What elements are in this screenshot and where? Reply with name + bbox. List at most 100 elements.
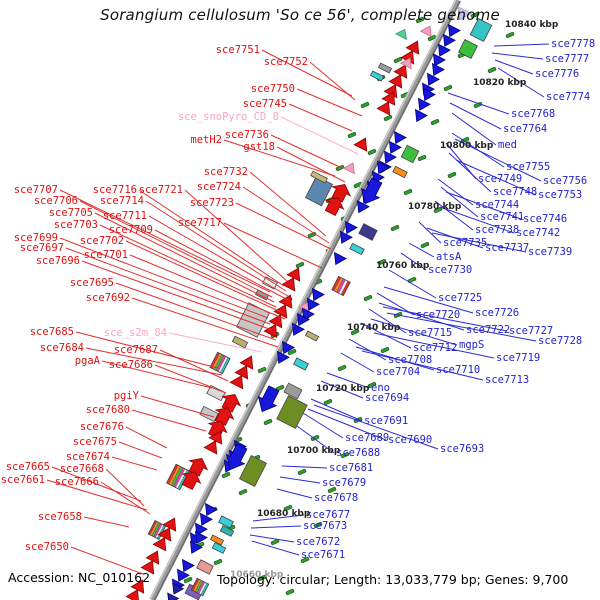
gene-arrow[interactable] bbox=[229, 373, 247, 390]
gene-arrow[interactable] bbox=[353, 200, 370, 216]
gene-label-sce7684[interactable]: sce7684 bbox=[39, 342, 84, 354]
gene-box[interactable] bbox=[310, 170, 328, 184]
gene-arrow[interactable] bbox=[399, 55, 416, 70]
gene-arrow[interactable] bbox=[281, 275, 299, 292]
gene-arrow[interactable] bbox=[380, 150, 397, 166]
gene-arrow[interactable] bbox=[385, 140, 402, 156]
gene-arrow[interactable] bbox=[196, 512, 213, 528]
gene-arrow[interactable] bbox=[298, 307, 315, 323]
gene-label-sce7764[interactable]: sce7764 bbox=[503, 123, 548, 135]
gene-label-sce7705[interactable]: sce7705 bbox=[48, 207, 93, 219]
gene-arrow[interactable] bbox=[173, 568, 190, 584]
gene-label-sce7751[interactable]: sce7751 bbox=[215, 44, 260, 56]
gene-arrow[interactable] bbox=[405, 38, 423, 55]
gene-box[interactable] bbox=[209, 534, 225, 546]
gene-label-sce7756[interactable]: sce7756 bbox=[543, 175, 588, 187]
gene-label-sce7687[interactable]: sce7687 bbox=[113, 344, 158, 356]
gene-box[interactable] bbox=[196, 559, 214, 575]
gene-label-sce7674[interactable]: sce7674 bbox=[65, 451, 110, 463]
gene-label-sce7665[interactable]: sce7665 bbox=[5, 461, 50, 473]
gene-label-sce7680[interactable]: sce7680 bbox=[85, 404, 130, 416]
gene-arrow[interactable] bbox=[444, 23, 461, 40]
gene-box[interactable] bbox=[218, 515, 234, 529]
gene-box[interactable] bbox=[304, 330, 320, 342]
gene-arrow[interactable] bbox=[411, 108, 428, 125]
gene-box[interactable] bbox=[392, 165, 408, 179]
gene-label-sce7714[interactable]: sce7714 bbox=[99, 195, 144, 207]
gene-arrow[interactable] bbox=[414, 97, 431, 113]
gene-label-sce7650[interactable]: sce7650 bbox=[24, 541, 69, 553]
gene-label-sce7689[interactable]: sce7689 bbox=[345, 432, 390, 444]
gene-arrow[interactable] bbox=[145, 548, 163, 565]
gene-arrow[interactable] bbox=[373, 160, 390, 177]
gene-label-sce7721[interactable]: sce7721 bbox=[138, 184, 183, 196]
gene-box-multicolor[interactable] bbox=[331, 275, 351, 297]
gene-label-sce7748[interactable]: sce7748 bbox=[493, 186, 538, 198]
gene-arrow[interactable] bbox=[221, 442, 251, 474]
gene-label-pgaA[interactable]: pgaA bbox=[74, 355, 100, 367]
gene-box-multicolor[interactable] bbox=[166, 463, 190, 491]
gene-label-sce7688[interactable]: sce7688 bbox=[336, 447, 381, 459]
gene-arrow[interactable] bbox=[288, 322, 305, 338]
gene-label-sce7719[interactable]: sce7719 bbox=[496, 352, 541, 364]
gene-label-sce7732[interactable]: sce7732 bbox=[203, 166, 248, 178]
gene-box[interactable] bbox=[238, 455, 268, 487]
gene-box[interactable] bbox=[458, 39, 478, 59]
gene-label-sce7702[interactable]: sce7702 bbox=[79, 235, 124, 247]
gene-label-sce7668[interactable]: sce7668 bbox=[59, 463, 104, 475]
gene-label-pgiY[interactable]: pgiY bbox=[113, 390, 139, 402]
gene-arrow[interactable] bbox=[263, 321, 281, 339]
gene-label-sce7712[interactable]: sce7712 bbox=[413, 342, 458, 354]
gene-label-sce7658[interactable]: sce7658 bbox=[37, 511, 82, 523]
gene-box[interactable] bbox=[262, 276, 278, 290]
gene-label-sce7677[interactable]: sce7677 bbox=[306, 509, 351, 521]
gene-label-sce7736[interactable]: sce7736 bbox=[224, 129, 269, 141]
gene-arrow[interactable] bbox=[419, 23, 436, 38]
gene-arrow[interactable] bbox=[162, 515, 180, 532]
gene-arrow[interactable] bbox=[178, 558, 195, 575]
gene-arrow[interactable] bbox=[423, 72, 440, 88]
gene-label-sce7730[interactable]: sce7730 bbox=[428, 264, 473, 276]
gene-label-sce_snoPyro_CD_8[interactable]: sce_snoPyro_CD_8 bbox=[177, 111, 279, 123]
gene-label-sce7696[interactable]: sce7696 bbox=[35, 255, 80, 267]
gene-arrow[interactable] bbox=[273, 350, 290, 366]
gene-label-sce7703[interactable]: sce7703 bbox=[53, 219, 98, 231]
gene-box[interactable] bbox=[219, 525, 235, 537]
gene-label-sce7727[interactable]: sce7727 bbox=[509, 325, 554, 337]
gene-arrow[interactable] bbox=[203, 438, 221, 455]
gene-box-multicolor[interactable] bbox=[190, 577, 210, 597]
gene-arrow[interactable] bbox=[429, 53, 446, 69]
gene-label-atsA[interactable]: atsA bbox=[436, 251, 462, 263]
gene-label-sce7693[interactable]: sce7693 bbox=[440, 443, 485, 455]
gene-arrow[interactable] bbox=[356, 176, 386, 208]
gene-label-sce7686[interactable]: sce7686 bbox=[108, 359, 153, 371]
gene-arrow[interactable] bbox=[394, 27, 410, 41]
gene-arrow[interactable] bbox=[286, 265, 304, 282]
gene-arrow[interactable] bbox=[342, 160, 359, 175]
gene-label-sce7739[interactable]: sce7739 bbox=[528, 246, 573, 258]
gene-label-sce7753[interactable]: sce7753 bbox=[538, 189, 583, 201]
gene-label-sce7661[interactable]: sce7661 bbox=[0, 474, 45, 486]
gene-arrow[interactable] bbox=[201, 502, 218, 519]
gene-label-sce7741[interactable]: sce7741 bbox=[480, 211, 525, 223]
gene-label-sce7715[interactable]: sce7715 bbox=[408, 327, 453, 339]
gene-label-sce7737[interactable]: sce7737 bbox=[485, 242, 530, 254]
gene-label-sce7707[interactable]: sce7707 bbox=[13, 184, 58, 196]
gene-label-sce7694[interactable]: sce7694 bbox=[365, 392, 410, 404]
gene-label-sce7722[interactable]: sce7722 bbox=[466, 324, 511, 336]
gene-label-sce7720[interactable]: sce7720 bbox=[416, 309, 461, 321]
gene-label-sce7666[interactable]: sce7666 bbox=[54, 476, 99, 488]
gene-label-sce7708[interactable]: sce7708 bbox=[388, 354, 433, 366]
gene-arrow[interactable] bbox=[239, 353, 257, 370]
gene-label-sce7735[interactable]: sce7735 bbox=[443, 237, 488, 249]
gene-arrow[interactable] bbox=[191, 530, 208, 547]
gene-label-sce7724[interactable]: sce7724 bbox=[196, 181, 241, 193]
gene-arrow[interactable] bbox=[191, 522, 208, 538]
gene-arrow[interactable] bbox=[164, 592, 180, 600]
gene-arrow[interactable] bbox=[321, 193, 347, 217]
gene-label-sce7699[interactable]: sce7699 bbox=[13, 232, 58, 244]
gene-box[interactable] bbox=[400, 144, 420, 164]
gene-label-sce7774[interactable]: sce7774 bbox=[546, 91, 591, 103]
gene-label-sce7726[interactable]: sce7726 bbox=[475, 307, 520, 319]
gene-label-sce7685[interactable]: sce7685 bbox=[29, 326, 74, 338]
